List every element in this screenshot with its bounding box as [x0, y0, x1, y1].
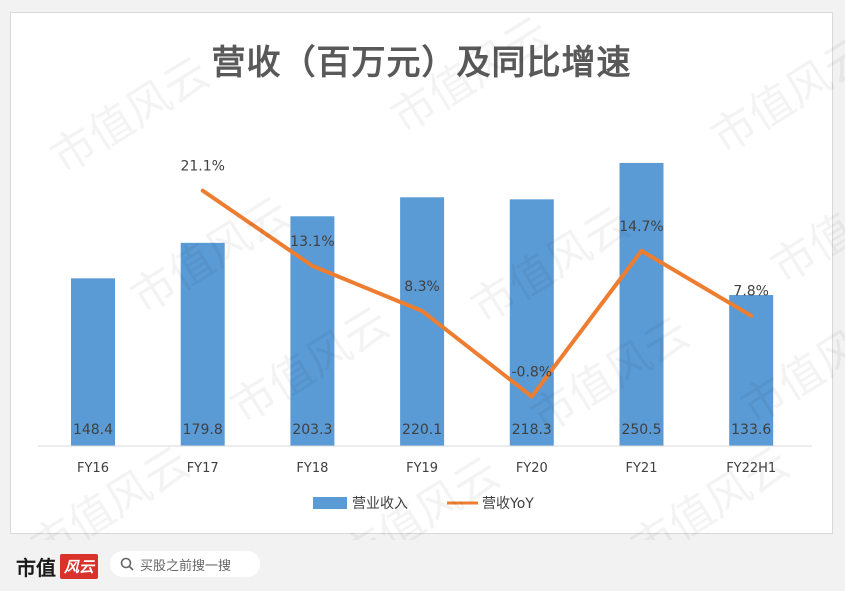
yoy-point: [641, 250, 642, 252]
line-value-label: 13.1%: [290, 234, 334, 250]
line-value-label: 14.7%: [619, 219, 663, 235]
legend: 营业收入 营收YoY: [313, 496, 534, 512]
yoy-point: [311, 265, 313, 267]
line-value-label: 8.3%: [404, 279, 440, 295]
yoy-line: [200, 188, 754, 399]
bar-FY16: [71, 278, 115, 446]
bar-value-label: 220.1: [402, 422, 442, 438]
legend-line-label: 营收YoY: [482, 496, 534, 512]
bar-value-label: 148.4: [73, 422, 113, 438]
xticks-layer: FY16 FY17 FY18 FY19 FY20 FY21 FY22H1: [77, 461, 776, 476]
x-tick-label: FY21: [626, 461, 658, 476]
line-labels-layer: 21.1% 13.1% 8.3% -0.8% 14.7% 7.8%: [180, 159, 769, 381]
legend-bar-swatch: [313, 497, 347, 509]
chart-svg: 148.4 179.8 203.3 220.1 218.3 250.5 133.6 21.1…: [38, 159, 812, 512]
brand-name: 市值: [16, 556, 56, 580]
search-placeholder: 买股之前搜一搜: [140, 558, 232, 574]
search-icon: [120, 557, 134, 571]
footer: 市值 风云 买股之前搜一搜: [0, 540, 845, 591]
legend-bar-label: 营业收入: [352, 496, 408, 512]
bar-FY17: [180, 242, 225, 446]
brand-badge: 风云: [60, 554, 99, 579]
bar-value-label: 203.3: [292, 422, 332, 438]
x-tick-label: FY17: [187, 461, 219, 476]
bar-value-label: 179.8: [183, 422, 223, 438]
search-box[interactable]: 买股之前搜一搜: [110, 551, 260, 577]
chart-title: 营收（百万元）及同比增速: [211, 43, 632, 83]
bar-value-label: 133.6: [731, 422, 771, 438]
bars-layer: [71, 162, 774, 446]
x-tick-label: FY20: [516, 461, 548, 476]
yoy-point: [421, 310, 423, 312]
bar-FY20: [509, 199, 554, 446]
bar-FY18: [290, 216, 335, 446]
bar-FY22H1: [729, 295, 774, 446]
line-value-label: -0.8%: [511, 365, 552, 381]
yoy-point: [531, 396, 533, 398]
x-tick-label: FY22H1: [726, 461, 776, 476]
x-tick-label: FY16: [77, 461, 109, 476]
line-layer: [200, 188, 754, 399]
yoy-point: [202, 190, 204, 192]
x-tick-label: FY18: [296, 461, 328, 476]
x-tick-label: FY19: [406, 461, 438, 476]
bar-value-label: 250.5: [621, 422, 661, 438]
bar-labels-layer: 148.4 179.8 203.3 220.1 218.3 250.5 133.6: [73, 422, 771, 438]
bar-value-label: 218.3: [512, 422, 552, 438]
line-value-label: 7.8%: [733, 284, 769, 300]
yoy-point: [750, 315, 752, 317]
brand-logo[interactable]: 市值 风云: [16, 552, 99, 581]
bar-FY21: [619, 162, 664, 446]
line-value-label: 21.1%: [180, 159, 224, 175]
